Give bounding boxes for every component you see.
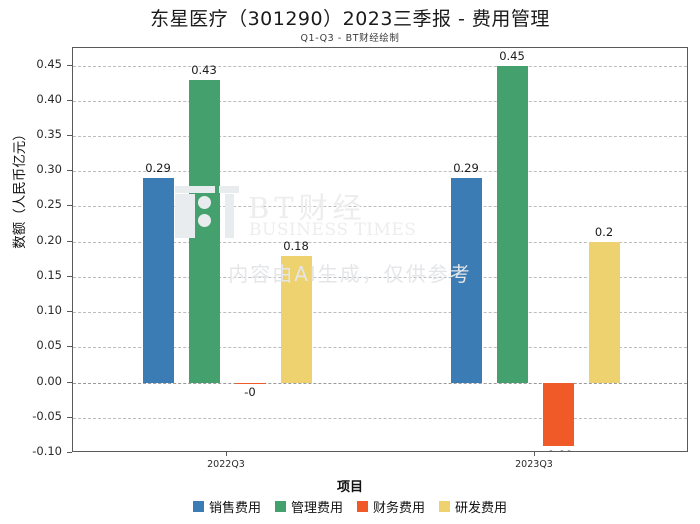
bar xyxy=(588,241,620,383)
y-tick-label: 0.10 xyxy=(36,303,62,318)
y-tick-label: 0.05 xyxy=(36,338,62,353)
y-tick-mark xyxy=(67,135,72,137)
y-tick-label: 0.20 xyxy=(36,232,62,247)
x-tick-label: 2023Q3 xyxy=(515,459,553,470)
gridline xyxy=(73,206,687,208)
gridline xyxy=(73,417,687,419)
bar-value-label: -0.09 xyxy=(529,448,588,451)
bar xyxy=(188,79,220,383)
y-tick-mark xyxy=(67,346,72,348)
legend-item[interactable]: 销售费用 xyxy=(192,497,261,516)
y-tick-label: 0.25 xyxy=(36,197,62,212)
legend-item[interactable]: 研发费用 xyxy=(439,497,507,516)
bar-value-label: 0.29 xyxy=(145,161,171,176)
gridline xyxy=(73,241,687,243)
plot-area: 0.29 0.43 -0 0.18 0.29 0.45 -0.09 0.2 xyxy=(72,47,688,452)
legend-swatch xyxy=(357,501,368,512)
x-tick-mark xyxy=(534,452,535,456)
bar xyxy=(542,382,574,446)
gridline xyxy=(73,136,687,138)
y-tick-mark xyxy=(67,240,72,242)
bar xyxy=(496,65,528,383)
x-tick-mark xyxy=(226,452,227,456)
y-tick-mark xyxy=(67,416,72,418)
chart-subtitle: Q1-Q3 - BT财经绘制 xyxy=(300,33,400,44)
legend-label: 销售费用 xyxy=(208,501,261,516)
y-tick-mark xyxy=(67,275,72,277)
bar-value-label: 0.43 xyxy=(191,62,217,77)
y-tick-label: 0.35 xyxy=(36,127,62,142)
chart-title: 东星医疗（301290）2023三季报 - 费用管理 xyxy=(150,8,550,30)
y-tick-mark xyxy=(67,205,72,207)
legend-swatch xyxy=(274,501,286,512)
y-tick-mark xyxy=(67,381,72,383)
chart-legend: 销售费用 管理费用 财务费用 研发费用 xyxy=(0,497,700,516)
y-tick-mark xyxy=(67,311,72,313)
gridline xyxy=(73,65,687,67)
y-tick-label: 0.30 xyxy=(36,162,62,177)
y-tick-mark xyxy=(67,452,72,453)
y-tick-label: 0.00 xyxy=(36,373,62,388)
legend-label: 财务费用 xyxy=(373,501,426,516)
bar-value-label: 0.29 xyxy=(453,161,479,176)
bar xyxy=(142,178,174,383)
bar xyxy=(280,255,312,383)
legend-item[interactable]: 管理费用 xyxy=(274,497,343,516)
bar xyxy=(450,178,482,383)
x-axis-label: 项目 xyxy=(336,480,363,495)
y-axis-label: 数额（人民币亿元） xyxy=(12,127,28,249)
zero-line xyxy=(73,382,687,384)
legend-label: 研发费用 xyxy=(455,501,508,516)
legend-swatch xyxy=(439,501,451,512)
legend-label: 管理费用 xyxy=(290,501,343,516)
legend-item[interactable]: 财务费用 xyxy=(357,497,425,516)
bar-value-label: 0.18 xyxy=(283,238,309,253)
y-tick-label: 0.45 xyxy=(36,56,62,71)
y-tick-mark xyxy=(67,64,72,66)
y-tick-mark xyxy=(67,99,72,101)
legend-swatch xyxy=(192,501,204,512)
y-tick-mark xyxy=(67,170,72,172)
gridline xyxy=(73,347,687,349)
gridline xyxy=(73,171,687,173)
bar-value-label: 0.2 xyxy=(594,224,614,239)
y-tick-label: -0.10 xyxy=(32,444,62,458)
bar-value-label: -0 xyxy=(244,385,256,400)
y-tick-label: 0.15 xyxy=(36,267,62,282)
gridline xyxy=(73,100,687,102)
gridline xyxy=(73,312,687,314)
gridline xyxy=(73,276,687,278)
y-tick-label: 0.40 xyxy=(36,91,62,106)
x-tick-label: 2022Q3 xyxy=(207,459,245,470)
bar-value-label: 0.45 xyxy=(499,48,525,63)
bar xyxy=(234,382,266,384)
y-tick-label: -0.05 xyxy=(32,408,62,423)
